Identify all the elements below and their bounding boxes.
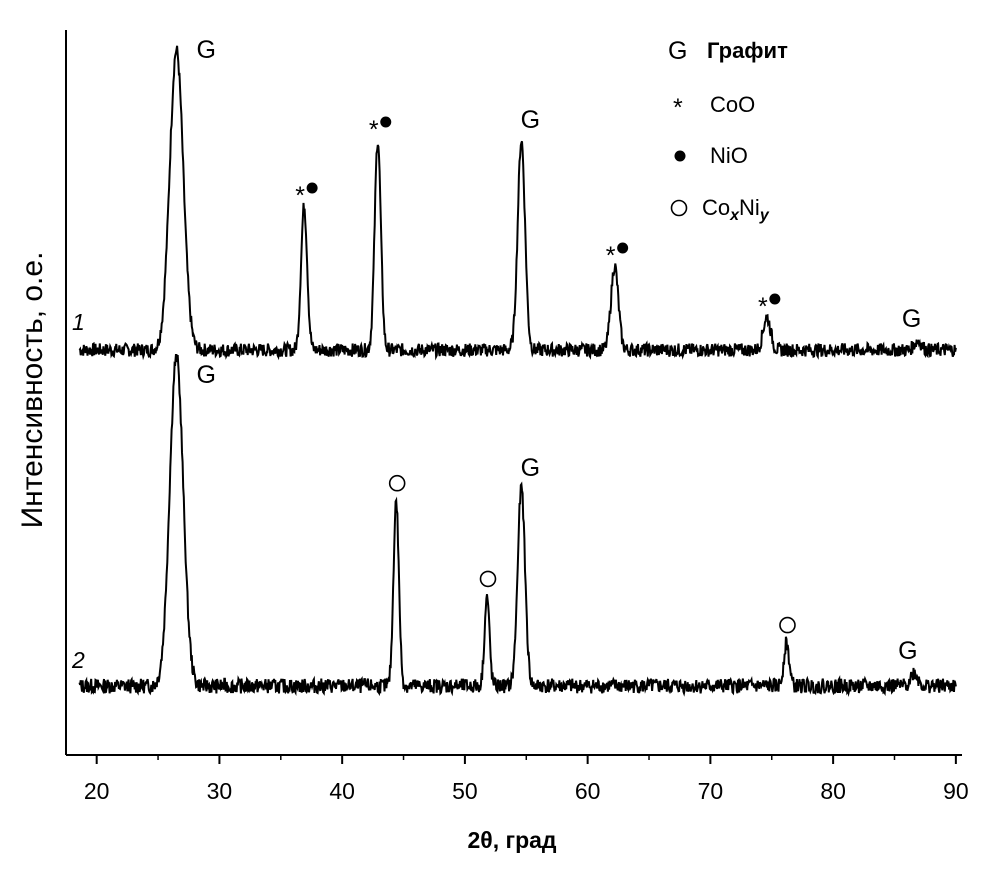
x-tick-label: 60	[575, 778, 601, 804]
legend-label-nio: NiO	[710, 143, 748, 168]
xrd-curve-2	[78, 354, 957, 697]
peak-labels: G * * G * * G G G G	[196, 36, 921, 665]
x-tick-label: 70	[698, 778, 724, 804]
peak-label-graphite: G	[898, 637, 917, 665]
curve-label-1: 1	[72, 309, 85, 335]
curve-label-2: 2	[71, 647, 85, 673]
legend-symbol-coxniy	[670, 199, 688, 217]
x-tick-label: 50	[452, 778, 478, 804]
peak-label-coo: *	[295, 182, 305, 210]
x-tick-label: 90	[943, 778, 969, 804]
x-tick-label: 20	[84, 778, 110, 804]
legend: G Графит * CoO NiO CoxNiy	[668, 37, 788, 224]
legend-label-coo: CoO	[710, 92, 755, 117]
peak-label-graphite: G	[521, 106, 540, 134]
peak-label-graphite: G	[196, 36, 215, 64]
x-ticks: 20 30 40 50 60 70 80 90	[84, 755, 969, 804]
peak-marker-coxniy	[779, 616, 796, 634]
peak-label-coo: *	[369, 116, 379, 144]
peak-label-coo: *	[758, 293, 768, 321]
peak-marker-coxniy	[388, 474, 406, 492]
legend-symbol-nio	[674, 150, 686, 162]
legend-symbol-coo: *	[673, 94, 683, 122]
legend-label-ni: Ni	[739, 195, 760, 220]
x-tick-label: 40	[329, 778, 355, 804]
peak-label-graphite: G	[196, 361, 215, 389]
x-tick-label: 30	[207, 778, 233, 804]
peak-label-coo: *	[606, 242, 616, 270]
peak-marker-nio	[769, 293, 781, 305]
series-group	[78, 45, 957, 697]
peak-marker-coxniy	[479, 570, 497, 588]
legend-label-coxniy: CoxNiy	[702, 195, 770, 224]
peak-marker-nio	[617, 242, 629, 254]
y-axis-label: Интенсивность, о.е.	[16, 252, 49, 529]
legend-symbol-graphite: G	[668, 37, 687, 65]
x-tick-label: 80	[820, 778, 846, 804]
xrd-curve-1	[78, 45, 957, 361]
legend-label-sub-y: y	[759, 207, 770, 224]
peak-marker-nio	[380, 116, 392, 128]
legend-label-sub-x: x	[729, 207, 740, 224]
legend-label-co: Co	[702, 195, 730, 220]
peak-marker-nio	[306, 182, 318, 194]
peak-label-graphite: G	[521, 454, 540, 482]
legend-label-graphite: Графит	[707, 38, 788, 63]
x-axis-label: 2θ, град	[467, 827, 556, 853]
peak-label-graphite: G	[902, 305, 921, 333]
